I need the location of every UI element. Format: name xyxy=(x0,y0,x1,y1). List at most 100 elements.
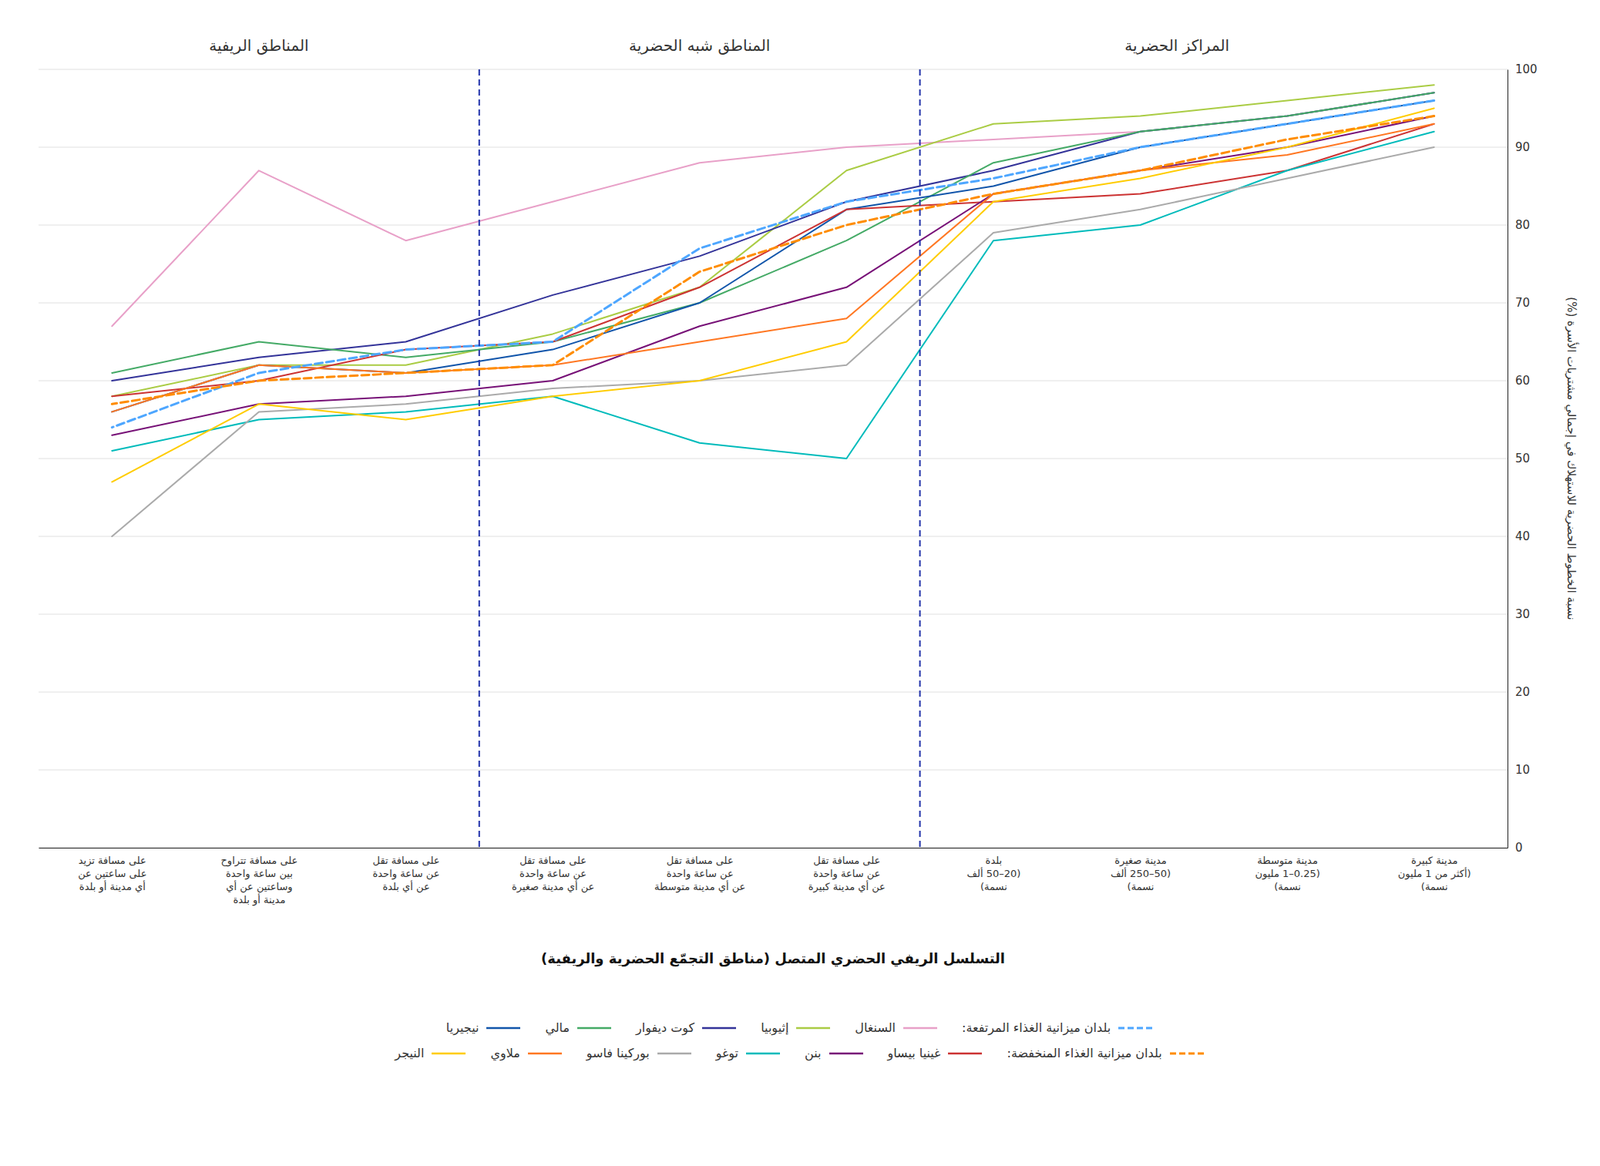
y-tick: 100 xyxy=(1507,62,1538,77)
legend-swatch-line xyxy=(486,1026,521,1029)
legend-swatch-line xyxy=(431,1052,466,1055)
x-tick-label-line: بلدة xyxy=(985,854,1003,867)
legend-label: مالي xyxy=(544,1020,570,1036)
legend-item: نيجيريا xyxy=(446,1020,523,1036)
legend-swatch-line xyxy=(903,1026,938,1029)
legend-label: توغو xyxy=(715,1045,739,1061)
x-tick-label-line: مدينة أو بلدة xyxy=(232,893,286,907)
legend-row: بلدان ميزانية الغذاء المرتفعة: السنغال إثي… xyxy=(446,1020,1154,1036)
x-tick-label: بلدة(20–50 ألفنسمة) xyxy=(966,854,1021,893)
legend-swatch xyxy=(575,1022,613,1034)
x-tick-label: مدينة صغيرة(50–250 ألفنسمة) xyxy=(1110,854,1171,893)
legend-swatch-line xyxy=(829,1052,864,1055)
y-tick: 70 xyxy=(1507,295,1530,310)
legend: بلدان ميزانية الغذاء المرتفعة: السنغال إثي… xyxy=(0,1020,1600,1061)
legend-item: بوركينا فاسو xyxy=(586,1045,693,1061)
x-tick-label-line: على ساعتين عن xyxy=(77,867,147,881)
legend-swatch xyxy=(827,1048,865,1059)
legend-row: بلدان ميزانية الغذاء المنخفضة:غينيا بيسا… xyxy=(394,1045,1205,1061)
grid-line xyxy=(38,458,1508,460)
x-tick-label-line: نسمة) xyxy=(1421,880,1449,893)
grid xyxy=(38,69,1508,848)
section-label: المناطق الريفية xyxy=(208,36,309,55)
x-tick-label-line: عن ساعة واحدة xyxy=(813,867,881,881)
legend-label: إثيوبيا xyxy=(760,1020,789,1036)
x-tick: مدينة متوسطة(0.25–1 مليوننسمة) xyxy=(1254,854,1320,893)
y-tick: 30 xyxy=(1507,607,1530,622)
x-tick: على مسافة تقلعن ساعة واحدةعن أي مدينة صغ… xyxy=(511,854,595,894)
series-line xyxy=(111,116,1434,405)
x-tick-label: على مسافة تزيدعلى ساعتين عنأي مدينة أو ب… xyxy=(77,854,147,894)
y-tick: 0 xyxy=(1507,840,1523,855)
legend-swatch-line xyxy=(702,1026,737,1029)
y-tick: 90 xyxy=(1507,140,1530,155)
legend-item: ملاوي xyxy=(490,1045,563,1061)
legend-label: السنغال xyxy=(854,1020,896,1036)
y-axis-line xyxy=(1507,70,1509,849)
legend-label: النيجر xyxy=(394,1045,424,1061)
x-tick-label: على مسافة تقلعن ساعة واحدةعن أي بلدة xyxy=(372,854,440,894)
legend-item: السنغال xyxy=(854,1020,939,1036)
legend-swatch-line xyxy=(746,1052,780,1055)
y-tick: 10 xyxy=(1507,763,1530,777)
y-tick-label: 70 xyxy=(1515,295,1530,310)
legend-label: غينيا بيساو xyxy=(887,1045,942,1061)
y-tick-label: 100 xyxy=(1515,62,1538,77)
x-tick: على مسافة تتراوحبين ساعة واحدةوساعتين عن… xyxy=(220,854,298,907)
x-tick: على مسافة تزيدعلى ساعتين عنأي مدينة أو ب… xyxy=(77,854,147,894)
x-tick-label-line: نسمة) xyxy=(1127,880,1155,893)
legend-swatch xyxy=(794,1022,832,1034)
chart: مدينة كبيرة(أكثر من 1 مليوننسمة) مدينة مت… xyxy=(0,0,1600,1018)
series-line xyxy=(111,124,1434,413)
x-tick-label-line: مدينة صغيرة xyxy=(1114,854,1167,868)
y-axis-title: نسبة الخطوط الحضرية للاستهلاك في إجمالي … xyxy=(1563,296,1580,620)
x-tick: مدينة كبيرة(أكثر من 1 مليوننسمة) xyxy=(1398,854,1472,893)
x-tick-label-line: على مسافة تقل xyxy=(813,854,881,867)
legend-swatch xyxy=(1168,1048,1206,1059)
grid-line xyxy=(38,692,1508,693)
legend-label: بوركينا فاسو xyxy=(586,1045,650,1061)
x-tick-label-line: عن ساعة واحدة xyxy=(666,867,734,881)
legend-swatch-line xyxy=(657,1052,692,1055)
legend-swatch-line xyxy=(796,1026,831,1029)
legend-swatch xyxy=(946,1048,984,1059)
x-tick-label-line: بين ساعة واحدة xyxy=(225,867,293,881)
grid-line xyxy=(38,847,1508,849)
y-axis: 0102030405060708090100 xyxy=(1507,62,1538,855)
legend-item: النيجر xyxy=(394,1045,468,1061)
grid-line xyxy=(38,536,1508,538)
legend-swatch xyxy=(655,1048,693,1059)
x-tick-label: على مسافة تقلعن ساعة واحدةعن أي مدينة كب… xyxy=(808,854,886,894)
x-tick-label-line: على مسافة تقل xyxy=(666,854,734,867)
grid-line xyxy=(38,302,1508,304)
legend-swatch-line xyxy=(947,1052,982,1055)
x-tick-label: مدينة كبيرة(أكثر من 1 مليوننسمة) xyxy=(1398,854,1472,893)
legend-item: بلدان ميزانية الغذاء المرتفعة: xyxy=(961,1020,1154,1036)
marks xyxy=(111,69,1434,848)
y-tick: 50 xyxy=(1507,451,1530,466)
x-tick-label: مدينة متوسطة(0.25–1 مليوننسمة) xyxy=(1254,854,1320,893)
legend-label: كوت ديفوار xyxy=(635,1020,695,1036)
y-tick: 80 xyxy=(1507,218,1530,232)
x-tick-label-line: مدينة متوسطة xyxy=(1257,854,1318,868)
grid-line xyxy=(38,769,1508,771)
y-tick-label: 50 xyxy=(1515,451,1530,466)
legend-item: إثيوبيا xyxy=(760,1020,832,1036)
y-tick: 60 xyxy=(1507,373,1530,388)
x-tick-label-line: على مسافة تزيد xyxy=(78,854,147,868)
y-tick-label: 30 xyxy=(1515,607,1530,622)
x-tick-label-line: على مسافة تقل xyxy=(373,854,441,867)
series-line xyxy=(111,124,1434,397)
y-tick-label: 20 xyxy=(1515,685,1530,700)
x-tick-label-line: عن أي مدينة صغيرة xyxy=(511,880,595,894)
x-tick-label: على مسافة تقلعن ساعة واحدةعن أي مدينة مت… xyxy=(654,854,746,894)
series-line xyxy=(111,92,1434,381)
separator xyxy=(919,69,922,848)
x-tick-label-line: نسمة) xyxy=(1273,880,1301,893)
legend-item: مالي xyxy=(544,1020,613,1036)
legend-swatch xyxy=(901,1022,939,1034)
x-tick-label-line: عن ساعة واحدة xyxy=(372,867,440,881)
legend-swatch xyxy=(700,1022,738,1034)
legend-label: بنن xyxy=(804,1045,821,1061)
x-axis: مدينة كبيرة(أكثر من 1 مليوننسمة) مدينة مت… xyxy=(39,848,1509,907)
